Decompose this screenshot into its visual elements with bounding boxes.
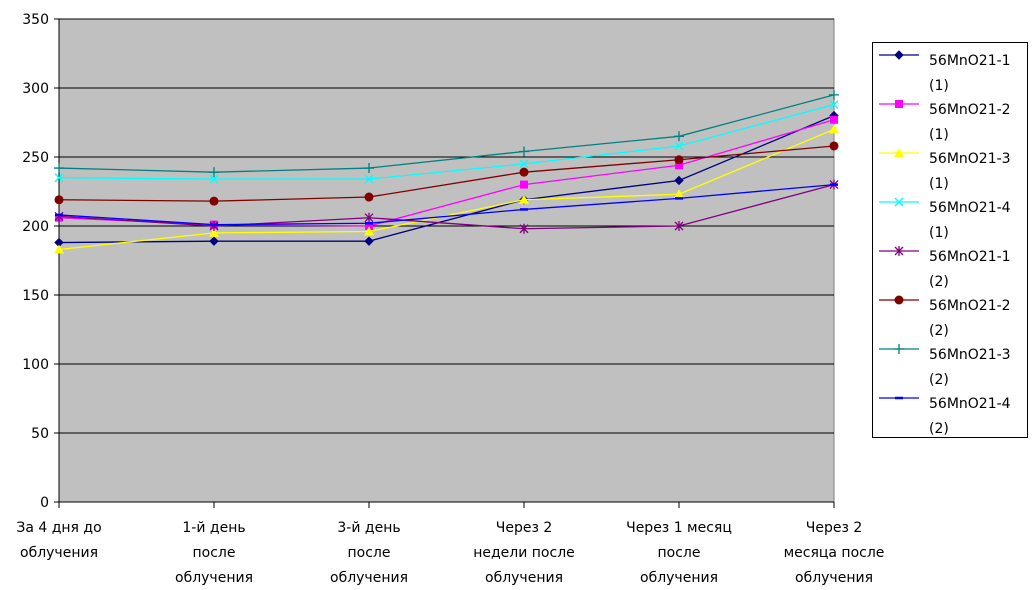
data-point bbox=[54, 244, 64, 254]
legend-marker bbox=[879, 197, 919, 207]
data-point bbox=[675, 161, 683, 170]
data-point bbox=[54, 173, 64, 183]
series-line bbox=[58, 145, 835, 202]
data-point bbox=[209, 174, 219, 184]
legend-item: 56MnO21-4 (1) bbox=[873, 190, 1029, 241]
legend-marker bbox=[879, 246, 919, 256]
series-line bbox=[58, 183, 835, 226]
legend-label: 56MnO21-4 (1) bbox=[929, 200, 1011, 241]
legend: 56MnO21-1 (1) 56MnO21-2 (1) 56MnO21-3 (1) 5… bbox=[872, 42, 1028, 438]
legend-marker bbox=[879, 100, 919, 108]
data-point bbox=[674, 131, 684, 142]
legend-marker-shape bbox=[894, 295, 904, 305]
legend-marker-shape bbox=[894, 148, 904, 157]
data-point bbox=[829, 124, 839, 134]
legend-label: 56MnO21-4 (2) bbox=[929, 396, 1011, 437]
legend-label: 56MnO21-2 (2) bbox=[929, 298, 1011, 339]
data-point bbox=[519, 159, 529, 169]
data-point bbox=[674, 221, 684, 231]
data-point bbox=[209, 236, 219, 246]
legend-marker bbox=[879, 344, 919, 354]
legend-label: 56MnO21-3 (1) bbox=[929, 151, 1011, 192]
y-tick-label: 300 bbox=[22, 81, 49, 97]
legend-marker-shape bbox=[895, 100, 903, 108]
data-point bbox=[830, 115, 838, 124]
data-point bbox=[829, 89, 839, 100]
data-point bbox=[364, 192, 374, 202]
data-point bbox=[674, 189, 684, 199]
data-point bbox=[54, 195, 64, 205]
legend-marker bbox=[879, 396, 919, 400]
y-tick-label: 250 bbox=[22, 150, 49, 166]
legend-label: 56MnO21-1 (2) bbox=[929, 249, 1011, 290]
series-7 bbox=[54, 89, 839, 178]
x-tick-label: Через 2 недели после облучения bbox=[473, 520, 575, 586]
data-point bbox=[54, 163, 64, 174]
data-point bbox=[364, 174, 374, 184]
y-tick-label: 150 bbox=[22, 288, 49, 304]
legend-item: 56MnO21-1 (1) bbox=[873, 43, 1029, 94]
data-point bbox=[364, 212, 374, 223]
legend-label: 56MnO21-1 (1) bbox=[929, 53, 1011, 94]
data-point bbox=[674, 175, 684, 186]
legend-item: 56MnO21-2 (2) bbox=[873, 288, 1029, 339]
y-tick-label: 50 bbox=[31, 426, 49, 442]
data-point bbox=[829, 100, 839, 110]
data-point bbox=[829, 141, 839, 151]
x-tick-label: За 4 дня до облучения bbox=[16, 520, 101, 561]
data-point bbox=[519, 146, 529, 157]
legend-label: 56MnO21-2 (1) bbox=[929, 102, 1011, 143]
data-point bbox=[209, 167, 219, 178]
legend-item: 56MnO21-1 (2) bbox=[873, 239, 1029, 290]
legend-marker-shape bbox=[894, 344, 904, 354]
legend-item: 56MnO21-4 (2) bbox=[873, 386, 1029, 437]
legend-marker bbox=[879, 148, 919, 157]
data-point bbox=[365, 222, 373, 230]
legend-marker-shape bbox=[894, 50, 904, 60]
series-8 bbox=[55, 183, 838, 226]
data-point bbox=[364, 236, 374, 246]
series-line bbox=[58, 94, 835, 173]
data-point bbox=[520, 180, 528, 189]
legend-marker bbox=[879, 295, 919, 305]
legend-item: 56MnO21-2 (1) bbox=[873, 92, 1029, 143]
y-tick-label: 350 bbox=[22, 12, 49, 28]
series-line bbox=[58, 103, 835, 180]
y-tick-label: 100 bbox=[22, 357, 49, 373]
legend-item: 56MnO21-3 (1) bbox=[873, 141, 1029, 192]
y-tick-label: 0 bbox=[40, 495, 49, 511]
data-point bbox=[209, 221, 219, 231]
series-line bbox=[58, 183, 835, 230]
series-4 bbox=[54, 100, 839, 184]
x-tick-label: 1-й день после облучения bbox=[175, 520, 253, 586]
legend-item: 56MnO21-3 (2) bbox=[873, 337, 1029, 388]
series-line bbox=[58, 128, 835, 251]
data-point bbox=[209, 196, 219, 206]
plot-area bbox=[58, 18, 835, 503]
legend-marker-shape bbox=[894, 246, 904, 256]
y-tick-label: 200 bbox=[22, 219, 49, 235]
legend-marker-shape bbox=[894, 197, 904, 207]
data-point bbox=[364, 163, 374, 174]
data-point bbox=[519, 167, 529, 177]
data-point bbox=[674, 155, 684, 165]
data-point bbox=[364, 226, 374, 236]
data-point bbox=[519, 223, 529, 234]
x-tick-label: Через 1 месяц после облучения bbox=[626, 520, 732, 586]
data-point bbox=[674, 141, 684, 151]
legend-marker bbox=[879, 50, 919, 60]
x-tick-label: 3-й день после облучения bbox=[330, 520, 408, 586]
series-6 bbox=[54, 141, 839, 206]
series-line bbox=[58, 115, 835, 244]
series-3 bbox=[54, 124, 839, 254]
series-5 bbox=[54, 179, 839, 234]
data-point bbox=[54, 211, 64, 222]
legend-label: 56MnO21-3 (2) bbox=[929, 347, 1011, 388]
data-point bbox=[209, 227, 219, 237]
data-point bbox=[519, 194, 529, 204]
x-tick-label: Через 2 месяца после облучения bbox=[784, 520, 885, 586]
